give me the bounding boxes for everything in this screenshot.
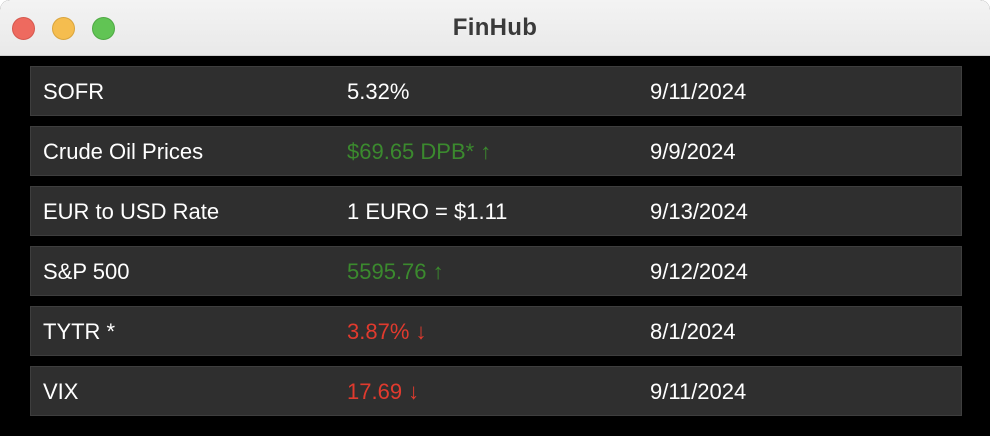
metric-row-crude-oil: Crude Oil Prices $69.65 DPB* ↑ 9/9/2024 [30,126,962,176]
metric-value: 1 EURO = $1.11 [347,199,508,224]
metric-name: EUR to USD Rate [43,199,220,224]
metric-value: 5.32% [347,79,410,104]
metric-name: VIX [43,379,79,404]
title-bar: FinHub [0,0,990,56]
metric-name: Crude Oil Prices [43,139,204,164]
metric-row-vix: VIX 17.69 ↓ 9/11/2024 [30,366,962,416]
metric-name: S&P 500 [43,259,130,284]
metric-value: $69.65 DPB* ↑ [347,139,492,164]
zoom-window-button[interactable] [92,17,115,40]
metric-date: 8/1/2024 [650,319,736,344]
metric-row-sofr: SOFR 5.32% 9/11/2024 [30,66,962,116]
metric-date: 9/11/2024 [650,79,747,104]
metric-date: 9/12/2024 [650,259,748,284]
metric-name: SOFR [43,79,105,104]
metric-date: 9/13/2024 [650,199,748,224]
metric-date: 9/9/2024 [650,139,736,164]
metric-value: 3.87% ↓ [347,319,427,344]
metric-value: 17.69 ↓ [347,379,420,404]
metric-name: TYTR * [43,319,116,344]
close-window-button[interactable] [12,17,35,40]
metric-value: 5595.76 ↑ [347,259,444,284]
metric-row-tytr: TYTR * 3.87% ↓ 8/1/2024 [30,306,962,356]
minimize-window-button[interactable] [52,17,75,40]
metric-row-eur-usd: EUR to USD Rate 1 EURO = $1.11 9/13/2024 [30,186,962,236]
metric-date: 9/11/2024 [650,379,747,404]
metrics-list: SOFR 5.32% 9/11/2024 Crude Oil Prices $6… [30,66,962,426]
window-title: FinHub [452,14,538,41]
metric-row-sp500: S&P 500 5595.76 ↑ 9/12/2024 [30,246,962,296]
